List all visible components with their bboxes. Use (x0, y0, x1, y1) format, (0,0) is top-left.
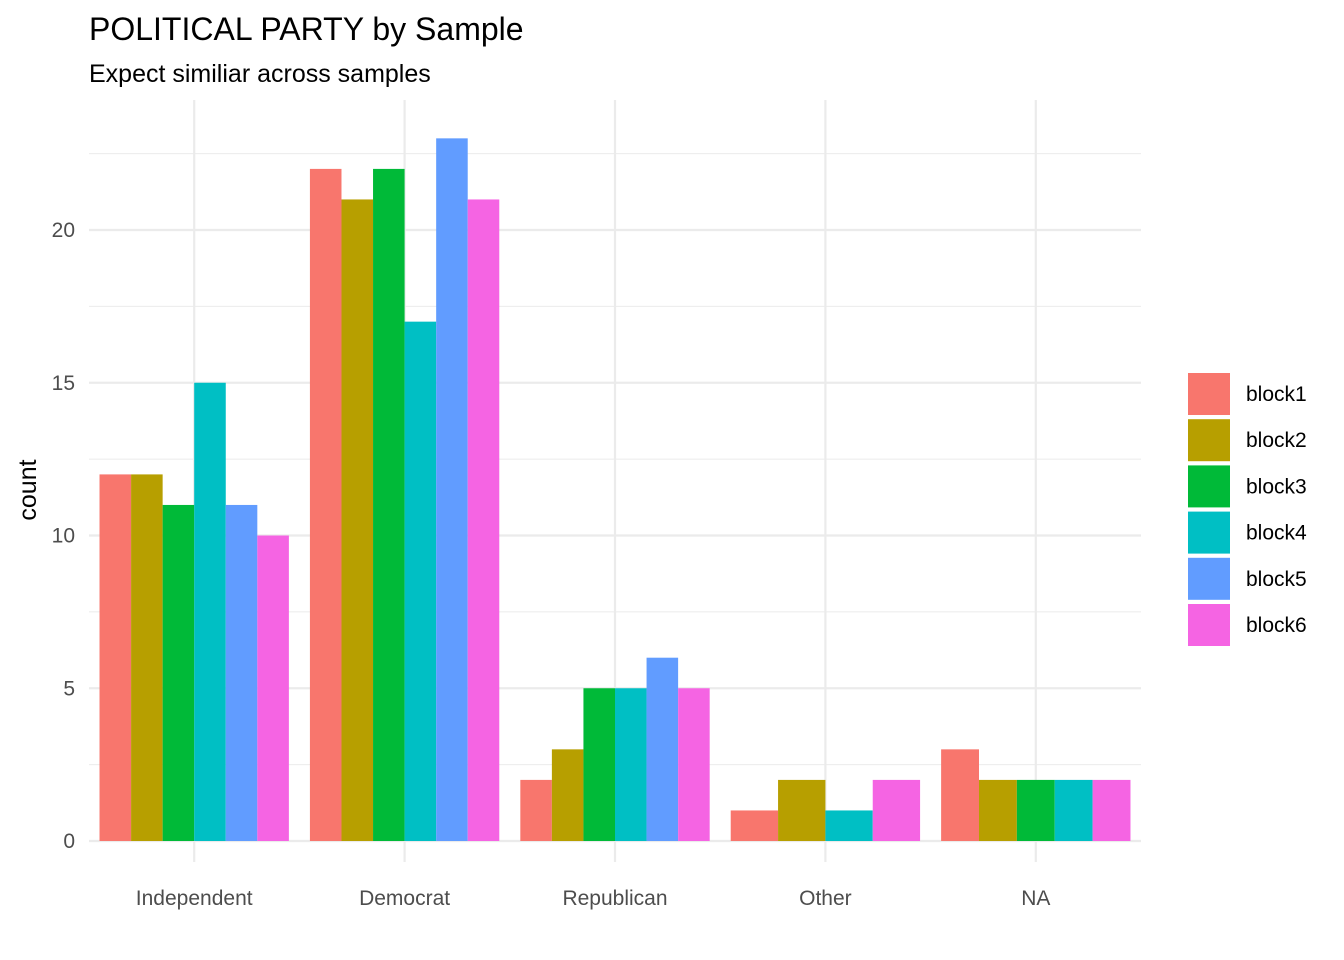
y-tick-label: 10 (52, 525, 75, 548)
bar-block6-other (872, 779, 921, 841)
bar-block4-na (1054, 779, 1093, 841)
legend-key-block3 (1188, 465, 1230, 508)
x-tick-label: Other (799, 887, 852, 910)
bar-block5-democrat (436, 138, 468, 842)
bar-block1-republican (520, 779, 552, 841)
legend-label-block1: block1 (1246, 383, 1307, 406)
y-tick-labels: 0 5 10 15 20 (52, 219, 75, 853)
bar-block1-democrat (309, 168, 342, 841)
y-tick-label: 15 (52, 372, 75, 395)
legend: block1 block2 block3 block4 block5 block6 (1188, 373, 1307, 646)
x-tick-label: Independent (136, 887, 253, 910)
legend-key-block5 (1188, 557, 1230, 600)
bar-block1-other (730, 810, 779, 841)
bar-block2-republican (551, 749, 584, 841)
bar-block2-other (778, 779, 826, 841)
y-tick-label: 5 (63, 677, 75, 700)
bar-block3-democrat (373, 168, 405, 841)
y-tick-label: 20 (52, 219, 75, 242)
bar-block6-republican (678, 688, 710, 841)
bar-block4-other (825, 810, 873, 841)
bar-block6-na (1092, 779, 1131, 841)
y-tick-label: 0 (63, 830, 75, 853)
bar-block5-republican (646, 657, 679, 841)
legend-key-block6 (1188, 604, 1230, 646)
x-tick-label: Democrat (359, 887, 450, 910)
legend-key-block1 (1188, 373, 1230, 415)
bar-block3-na (1016, 779, 1055, 841)
bar-block4-republican (615, 688, 647, 841)
bar-block5-independent (225, 504, 258, 841)
chart-subtitle: Expect similiar across samples (89, 60, 431, 88)
bar-block6-independent (257, 535, 289, 841)
y-axis-label: count (14, 459, 42, 520)
legend-key-block2 (1188, 419, 1230, 462)
legend-label-block4: block4 (1246, 522, 1307, 545)
x-tick-label: Republican (562, 887, 667, 910)
legend-label-block2: block2 (1246, 429, 1307, 452)
bar-block2-na (978, 779, 1017, 841)
bar-block4-democrat (404, 321, 437, 841)
bar-block1-independent (99, 474, 132, 841)
bar-block2-democrat (341, 199, 374, 841)
bar-block3-republican (583, 688, 615, 841)
x-tick-label: NA (1021, 887, 1050, 910)
legend-label-block3: block3 (1246, 475, 1307, 498)
bar-block1-na (941, 749, 979, 841)
bar-block3-independent (162, 504, 195, 841)
bars-group (99, 138, 1131, 842)
chart-title: POLITICAL PARTY by Sample (89, 11, 524, 47)
bar-block4-independent (194, 382, 226, 841)
bar-block6-democrat (467, 199, 500, 841)
legend-key-block4 (1188, 511, 1230, 554)
legend-label-block6: block6 (1246, 614, 1307, 637)
bar-block2-independent (131, 474, 163, 841)
legend-label-block5: block5 (1246, 568, 1307, 591)
x-tick-labels: Independent Democrat Republican Other NA (136, 887, 1051, 910)
